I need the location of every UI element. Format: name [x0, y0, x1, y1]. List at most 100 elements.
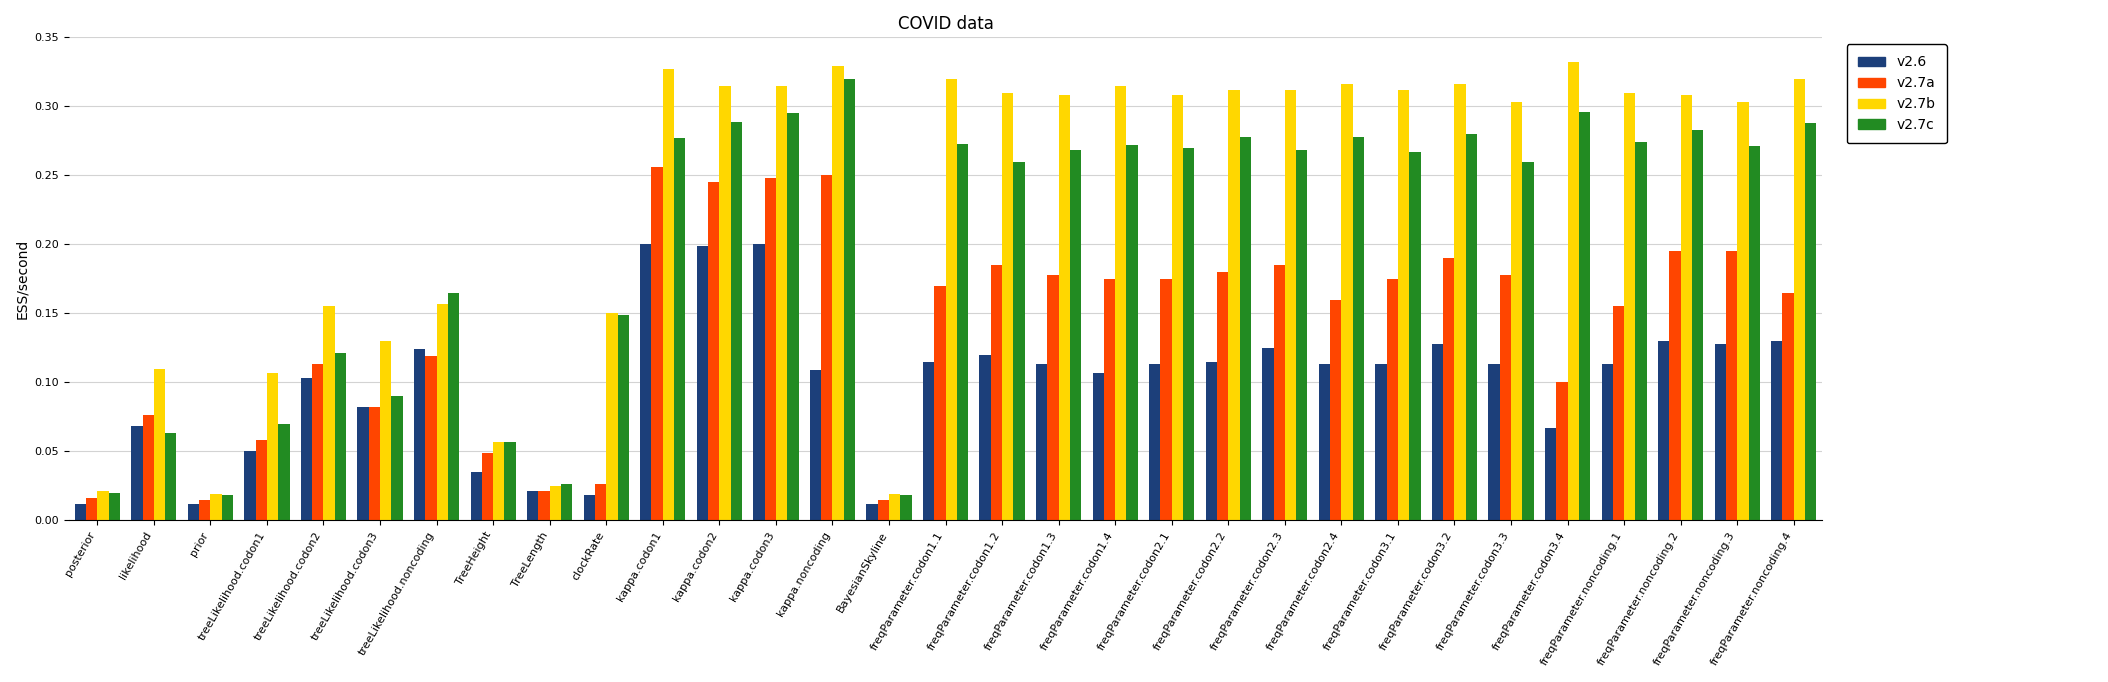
Bar: [1229, 90, 1240, 520]
Bar: [1216, 272, 1229, 520]
Bar: [809, 370, 822, 520]
Bar: [1159, 279, 1172, 520]
Bar: [1263, 348, 1273, 520]
Bar: [301, 379, 312, 520]
Bar: [731, 121, 742, 520]
Bar: [561, 484, 571, 520]
Bar: [1602, 364, 1613, 520]
Bar: [1522, 162, 1535, 520]
Bar: [1071, 151, 1081, 520]
Bar: [493, 442, 504, 520]
Bar: [1058, 95, 1071, 520]
Bar: [221, 496, 234, 520]
Bar: [1455, 85, 1465, 520]
Bar: [312, 364, 323, 520]
Bar: [753, 244, 765, 520]
Bar: [1511, 102, 1522, 520]
Bar: [866, 504, 877, 520]
Bar: [97, 491, 110, 520]
Bar: [323, 306, 335, 520]
Bar: [1714, 344, 1726, 520]
Title: COVID data: COVID data: [898, 15, 993, 33]
Bar: [698, 246, 708, 520]
Bar: [1320, 364, 1330, 520]
Bar: [890, 494, 900, 520]
Bar: [538, 491, 550, 520]
Bar: [675, 138, 685, 520]
Bar: [550, 486, 561, 520]
Bar: [1001, 93, 1014, 520]
Bar: [164, 433, 177, 520]
Bar: [584, 496, 594, 520]
Bar: [607, 313, 618, 520]
Bar: [1353, 136, 1364, 520]
Bar: [980, 355, 991, 520]
Bar: [188, 504, 198, 520]
Bar: [776, 86, 786, 520]
Bar: [1240, 136, 1250, 520]
Bar: [651, 167, 662, 520]
Bar: [1387, 279, 1398, 520]
Bar: [369, 407, 379, 520]
Bar: [1296, 151, 1307, 520]
Bar: [822, 175, 833, 520]
Bar: [143, 415, 154, 520]
Bar: [1613, 306, 1623, 520]
Bar: [1556, 383, 1568, 520]
Bar: [1092, 372, 1105, 520]
Bar: [765, 178, 776, 520]
Bar: [1330, 299, 1341, 520]
Bar: [131, 426, 143, 520]
Bar: [1115, 86, 1126, 520]
Bar: [278, 424, 289, 520]
Bar: [1035, 364, 1048, 520]
Bar: [392, 396, 403, 520]
Bar: [1048, 275, 1058, 520]
Bar: [877, 500, 890, 520]
Bar: [1726, 251, 1737, 520]
Bar: [1444, 258, 1455, 520]
Bar: [946, 78, 957, 520]
Bar: [211, 494, 221, 520]
Bar: [1105, 279, 1115, 520]
Bar: [1206, 361, 1216, 520]
Bar: [1659, 341, 1670, 520]
Bar: [900, 496, 911, 520]
Bar: [957, 144, 968, 520]
Bar: [1794, 78, 1804, 520]
Bar: [1286, 90, 1296, 520]
Bar: [1273, 265, 1286, 520]
Bar: [991, 265, 1001, 520]
Bar: [1693, 130, 1703, 520]
Bar: [1374, 364, 1387, 520]
Bar: [833, 66, 843, 520]
Y-axis label: ESS/second: ESS/second: [15, 239, 30, 319]
Bar: [934, 286, 946, 520]
Bar: [198, 500, 211, 520]
Bar: [335, 353, 346, 520]
Bar: [110, 492, 120, 520]
Bar: [527, 491, 538, 520]
Bar: [1804, 123, 1817, 520]
Bar: [594, 484, 607, 520]
Bar: [1410, 152, 1421, 520]
Bar: [786, 113, 799, 520]
Bar: [413, 349, 426, 520]
Bar: [1680, 95, 1693, 520]
Bar: [1488, 364, 1499, 520]
Bar: [1172, 95, 1183, 520]
Bar: [1623, 93, 1636, 520]
Legend: v2.6, v2.7a, v2.7b, v2.7c: v2.6, v2.7a, v2.7b, v2.7c: [1847, 44, 1946, 143]
Bar: [1670, 251, 1680, 520]
Bar: [426, 356, 436, 520]
Bar: [708, 182, 719, 520]
Bar: [1398, 90, 1410, 520]
Bar: [483, 453, 493, 520]
Bar: [74, 504, 86, 520]
Bar: [1579, 112, 1589, 520]
Bar: [379, 341, 392, 520]
Bar: [154, 368, 164, 520]
Bar: [618, 314, 628, 520]
Bar: [1737, 102, 1748, 520]
Bar: [1771, 341, 1783, 520]
